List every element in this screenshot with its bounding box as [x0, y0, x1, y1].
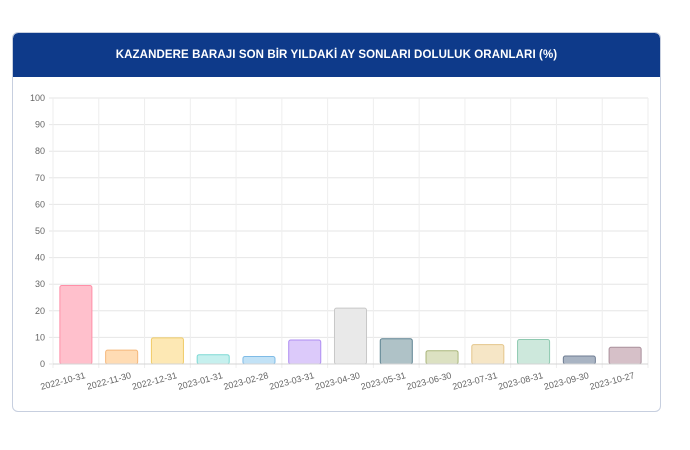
x-tick-label: 2023-04-30 [314, 370, 361, 392]
y-tick-label: 60 [35, 199, 45, 209]
y-tick-label: 20 [35, 306, 45, 316]
bar [196, 354, 230, 365]
bar [288, 339, 322, 365]
chart-title: KAZANDERE BARAJI SON BİR YILDAKİ AY SONL… [13, 33, 660, 77]
y-tick-label: 80 [35, 146, 45, 156]
y-tick-label: 30 [35, 279, 45, 289]
bar [471, 344, 505, 365]
x-tick-label: 2023-03-31 [268, 370, 315, 392]
x-tick-label: 2023-05-31 [360, 370, 407, 392]
x-tick-label: 2023-07-31 [451, 370, 498, 392]
bar [517, 339, 551, 365]
x-tick-label: 2023-06-30 [405, 370, 452, 392]
bar [59, 285, 93, 365]
bar [425, 350, 459, 365]
y-tick-label: 10 [35, 332, 45, 342]
y-tick-label: 100 [30, 93, 45, 103]
bar [105, 349, 139, 365]
y-tick-label: 90 [35, 120, 45, 130]
x-tick-label: 2022-10-31 [39, 370, 86, 392]
bar-chart: 0 10 20 30 40 50 60 70 80 90 100 2022-10-31 2022-11-… [30, 93, 649, 392]
x-tick-label: 2022-12-31 [131, 370, 178, 392]
bar [379, 338, 413, 365]
y-tick-label: 50 [35, 226, 45, 236]
x-tick-label: 2023-10-27 [589, 370, 636, 392]
x-tick-label: 2023-01-31 [177, 370, 224, 392]
x-tick-label: 2023-02-28 [222, 370, 269, 392]
chart-card: KAZANDERE BARAJI SON BİR YILDAKİ AY SONL… [12, 32, 661, 412]
bar [242, 356, 276, 365]
bar [333, 307, 368, 365]
bar [150, 337, 184, 365]
x-tick-label: 2022-11-30 [86, 370, 132, 391]
y-tick-label: 40 [35, 253, 45, 263]
bar [608, 346, 642, 365]
y-tick-label: 0 [40, 359, 45, 369]
x-tick-label: 2023-08-31 [497, 370, 544, 392]
y-tick-label: 70 [35, 173, 45, 183]
x-tick-label: 2023-09-30 [543, 370, 590, 392]
bar [562, 355, 596, 365]
